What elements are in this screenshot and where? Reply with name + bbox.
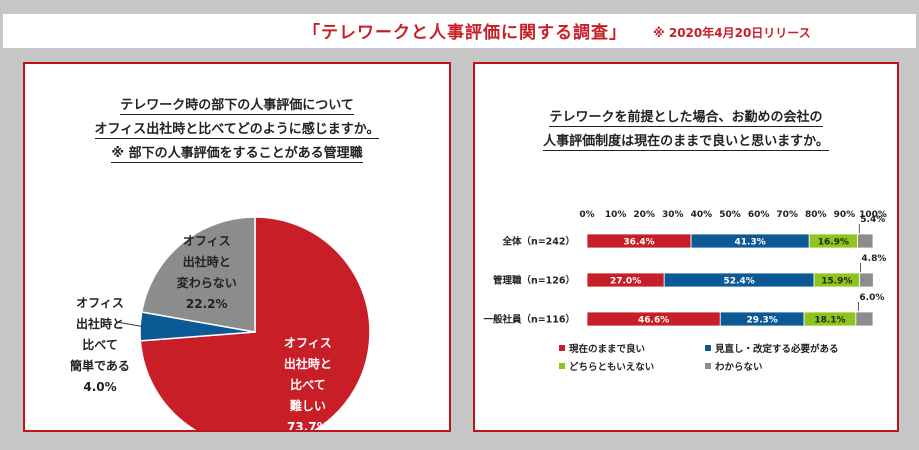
bar-value-label: 18.1% xyxy=(814,316,845,326)
bar-value-label: 52.4% xyxy=(724,277,755,287)
bar-value-label: 27.0% xyxy=(610,277,641,287)
legend-swatch xyxy=(705,345,711,351)
left-question-line-3: ※ 部下の人事評価をすることがある管理職 xyxy=(111,146,363,163)
bar-segment xyxy=(855,311,874,327)
legend-swatch xyxy=(559,345,565,351)
bar-segment xyxy=(859,272,874,288)
legend-swatch xyxy=(705,363,711,369)
bar-chart-panel: テレワークを前提とした場合、お勤めの会社の 人事評価制度は現在のままで良いと思い… xyxy=(473,62,899,432)
legend-label: わからない xyxy=(715,362,763,373)
x-tick-label: 90% xyxy=(834,210,856,220)
right-question-line-2: 人事評価制度は現在のままで良いと思いますか。 xyxy=(543,134,829,151)
bar-value-label: 46.6% xyxy=(638,316,669,326)
page-title: 「テレワークと人事評価に関する調査」 xyxy=(303,23,627,43)
pie-label-2: オフィス出社時と変わらない 22.2% xyxy=(177,234,237,311)
pie-label-0: オフィス出社時と比べて難しい 73.7% xyxy=(284,336,332,430)
pie-chart-panel: テレワーク時の部下の人事評価について オフィス出社時と比べてどのように感じますか… xyxy=(23,62,451,432)
legend-label: どちらともいえない xyxy=(569,361,654,373)
bar-value-label: 41.3% xyxy=(735,238,766,248)
x-tick-label: 0% xyxy=(579,210,594,220)
legend-label: 見直し・改定する必要がある xyxy=(714,343,839,355)
release-note: ※ 2020年4月20日リリース xyxy=(653,26,811,40)
bar-value-label: 4.8% xyxy=(861,254,886,264)
x-tick-label: 10% xyxy=(605,210,627,220)
x-tick-label: 40% xyxy=(691,210,713,220)
bar-value-label: 29.3% xyxy=(747,316,778,326)
pie-leader-line xyxy=(116,321,143,327)
x-tick-label: 80% xyxy=(805,210,827,220)
pie-chart: オフィス出社時と比べて難しい 73.7% オフィス出社時と変わらない 22.2% オフィ… xyxy=(70,216,371,430)
bar-value-label: 36.4% xyxy=(623,238,654,248)
x-tick-label: 100% xyxy=(859,210,887,220)
legend-swatch xyxy=(559,363,565,369)
left-question-line-2: オフィス出社時と比べてどのように感じますか。 xyxy=(94,122,380,139)
bar-value-label: 16.9% xyxy=(818,238,849,248)
x-tick-label: 30% xyxy=(662,210,684,220)
bar-value-label: 15.9% xyxy=(821,277,852,287)
bar-value-label: 5.4% xyxy=(860,215,885,225)
category-label: 一般社員（n=116） xyxy=(483,314,575,326)
bar-value-label: 6.0% xyxy=(859,293,884,303)
category-label: 全体（n=242） xyxy=(501,236,575,248)
bar-segment xyxy=(857,233,874,249)
x-tick-label: 20% xyxy=(633,210,655,220)
x-tick-label: 70% xyxy=(776,210,798,220)
pie-label-1: オフィス出社時と比べて簡単である 4.0% xyxy=(70,296,130,394)
stacked-bar-chart: 0% 10% 20% 30% 40% 50% 60% 70% 80% 90% 100% 全体（n=24… xyxy=(483,210,887,373)
header-banner: 「テレワークと人事評価に関する調査」 ※ 2020年4月20日リリース xyxy=(3,14,916,48)
legend-label: 現在のままで良い xyxy=(569,343,645,355)
pie-slice-2 xyxy=(140,216,256,333)
right-question-line-1: テレワークを前提とした場合、お勤めの会社の xyxy=(549,110,823,127)
left-question-line-1: テレワーク時の部下の人事評価について xyxy=(120,98,354,115)
category-label: 管理職（n=126） xyxy=(493,275,575,287)
x-tick-label: 60% xyxy=(748,210,770,220)
x-tick-label: 50% xyxy=(719,210,741,220)
